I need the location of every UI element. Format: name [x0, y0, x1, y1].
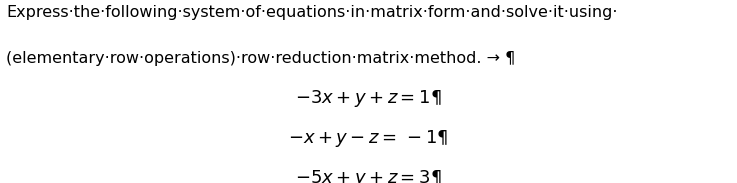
Text: (elementary·row·operations)·row·reduction·matrix·method. → ¶: (elementary·row·operations)·row·reductio… [6, 51, 515, 66]
Text: Express·the·following·system·of·equations·in·matrix·form·and·solve·it·using·: Express·the·following·system·of·equation… [6, 5, 618, 20]
Text: $-3x + y + z = 1$¶: $-3x + y + z = 1$¶ [296, 88, 441, 109]
Text: $-5x + y + z = 3$¶: $-5x + y + z = 3$¶ [296, 168, 441, 183]
Text: $-x + y - z =\,-1$¶: $-x + y - z =\,-1$¶ [288, 128, 449, 149]
